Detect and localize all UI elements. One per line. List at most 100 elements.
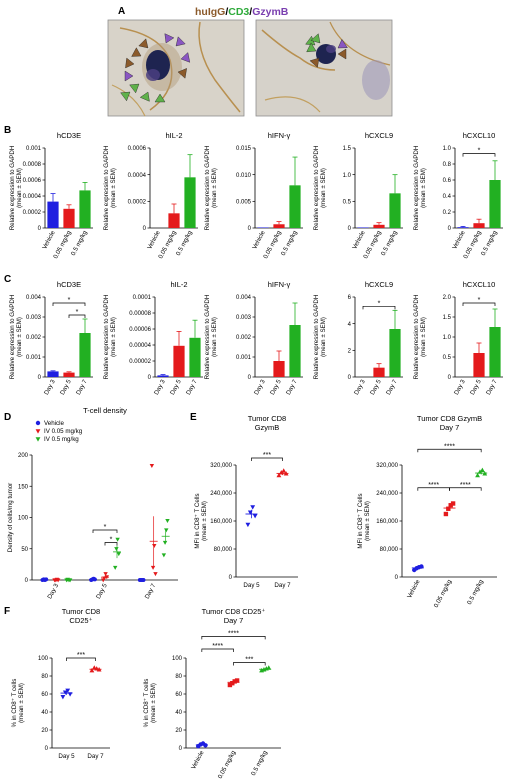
arrowhead-brown <box>177 68 187 79</box>
data-point <box>116 552 121 557</box>
y-tick-label: 0 <box>448 226 452 232</box>
bar <box>63 372 75 377</box>
bar <box>273 361 285 377</box>
y-tick-label: 40 <box>41 710 48 716</box>
y-tick-label: 0 <box>229 575 233 581</box>
y-tick-label: 0.00006 <box>129 327 151 333</box>
x-tick-label: 0.5 mg/kg <box>280 229 299 257</box>
stain-title: huIgG/CD3/GzymB <box>195 6 289 18</box>
significance-label: * <box>110 537 113 544</box>
significance-label: *** <box>245 657 253 664</box>
chart-c-hcd3e: 0 0.001 0.002 0.003 0.004 hCD3E Relative expre… <box>9 280 93 396</box>
y-axis-label: (mean ± SEM) <box>420 317 427 357</box>
y-tick-label: 40 <box>175 710 182 716</box>
data-point <box>161 553 167 558</box>
x-tick-label: Vehicle <box>251 229 267 250</box>
bar <box>473 223 485 228</box>
y-tick-label: 0.015 <box>236 146 252 152</box>
data-point <box>115 537 120 542</box>
y-axis-label: % in CD8⁺ T cells <box>11 679 18 728</box>
chart-b-hifn-g: 0 0.005 0.010 0.015 hIFN-γ Relative expressio… <box>204 131 303 260</box>
data-point <box>60 694 66 700</box>
significance-label: * <box>68 297 71 304</box>
data-point <box>276 472 282 478</box>
y-axis-label: Relative expression to GAPDH <box>103 146 110 231</box>
y-tick-label: 0.0008 <box>23 162 42 168</box>
panel-label-b: B <box>4 125 11 136</box>
y-tick-label: 0.0002 <box>23 210 42 216</box>
x-tick-label: Day 7 <box>485 378 499 396</box>
arrowhead-brown <box>138 38 149 49</box>
chart-title: Tumor CD8 GzymB <box>417 414 482 423</box>
data-point <box>67 578 73 583</box>
chart-title: hCXCL9 <box>365 280 393 289</box>
arrowhead-purple <box>124 70 134 82</box>
y-axis-label: (mean ± SEM) <box>211 317 218 357</box>
chart-b-hcxcl10: 0 0.2 0.4 0.6 0.8 1.0 hCXCL10 Relative expressi… <box>413 131 503 260</box>
y-axis-label: (mean ± SEM) <box>110 168 117 208</box>
chart-b-hcd3e: 0 0.0002 0.0004 0.0006 0.0008 0.001 hCD3E Relat… <box>9 131 93 260</box>
chart-title: hCD3E <box>57 131 81 140</box>
y-tick-label: 0.005 <box>236 200 252 206</box>
x-tick-label: 0.05 mg/kg <box>433 578 454 609</box>
data-point <box>164 528 169 533</box>
y-tick-label: 0.0002 <box>128 200 147 206</box>
y-tick-label: 0 <box>25 578 29 584</box>
data-point <box>113 565 118 570</box>
y-tick-label: 0.003 <box>26 315 42 321</box>
x-tick-label: Day 3 <box>46 582 60 600</box>
bar <box>79 190 91 228</box>
data-point <box>450 501 456 506</box>
bar <box>489 180 501 228</box>
chart-c-hcxcl9: 0 2 4 6 hCXCL9 Relative expression to GAPDH (m… <box>313 280 403 396</box>
bar <box>457 227 469 228</box>
chart-d: 0 50 100 150 200 T-cell density Density of cel… <box>7 406 178 600</box>
y-tick-label: 0 <box>148 375 152 381</box>
bar <box>168 213 180 228</box>
arrowhead-brown <box>125 57 135 69</box>
x-tick-label: 0.5 mg/kg <box>70 229 89 257</box>
y-tick-label: 0 <box>248 226 252 232</box>
x-tick-label: Day 5 <box>469 378 483 396</box>
cell-arrows <box>120 33 348 103</box>
significance-label: * <box>76 309 79 316</box>
bar <box>373 224 385 228</box>
y-axis-label: Relative expression to GAPDH <box>204 146 211 231</box>
legend-label: IV 0.5 mg/kg <box>44 436 79 443</box>
y-axis-label: % in CD8⁺ T cells <box>143 679 150 728</box>
chart-c-hifn-g: 0 0.001 0.002 0.003 0.004 hIFN-γ Relative expr… <box>204 280 303 396</box>
data-point <box>443 511 449 517</box>
bar <box>289 185 301 228</box>
y-tick-label: 0 <box>179 746 183 752</box>
arrowhead-green <box>310 33 321 44</box>
x-tick-label: Vehicle <box>451 229 467 250</box>
y-tick-label: 80,000 <box>380 547 399 553</box>
y-axis-label: Relative expression to GAPDH <box>9 295 16 380</box>
x-tick-label: 0.5 mg/kg <box>175 229 194 257</box>
y-tick-label: 0.5 <box>443 355 452 361</box>
x-tick-label: Day 3 <box>153 378 167 396</box>
y-tick-label: 320,000 <box>376 463 398 469</box>
y-tick-label: 0.4 <box>443 194 452 200</box>
y-tick-label: 6 <box>348 295 352 301</box>
y-tick-label: 0.00004 <box>129 343 151 349</box>
y-tick-label: 100 <box>18 516 29 522</box>
significance-bracket <box>251 457 283 461</box>
data-point <box>152 544 157 549</box>
significance-bracket <box>462 302 496 306</box>
data-point <box>150 565 156 570</box>
y-tick-label: 200 <box>18 453 29 459</box>
panel-label-f: F <box>4 606 10 617</box>
y-axis-label: Density of cells/mg tumor <box>7 483 14 552</box>
data-point <box>475 472 480 478</box>
chart-e1: 0 80,000 160,000 240,000 320,000 Tumor CD8Gzy… <box>194 414 298 589</box>
y-axis-label: (mean ± SEM) <box>364 501 371 541</box>
data-point <box>149 464 155 469</box>
x-tick-label: Day 5 <box>58 753 75 760</box>
bar <box>157 375 169 377</box>
y-axis-label: (mean ± SEM) <box>110 317 117 357</box>
panel-label-a: A <box>118 6 125 17</box>
chart-title: hIL-2 <box>165 131 182 140</box>
y-tick-label: 1.0 <box>443 146 452 152</box>
y-axis-label: (mean ± SEM) <box>150 683 157 723</box>
